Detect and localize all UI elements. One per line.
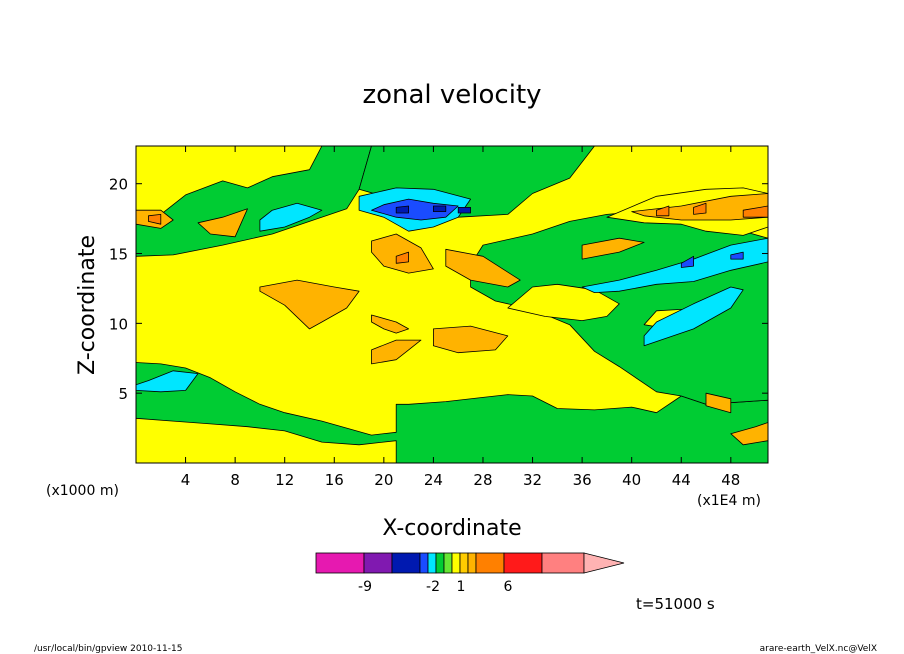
colorbar-extension	[583, 552, 625, 574]
x-axis-label: X-coordinate	[382, 516, 521, 541]
y-ticks: 5 10 15 20	[109, 176, 768, 403]
plot-frame	[135, 145, 769, 464]
colorbar-cell	[451, 552, 461, 574]
y-tick-label: 5	[118, 385, 128, 403]
contour-region-orange	[259, 279, 360, 330]
colorbar-cell	[443, 552, 453, 574]
x-tick-label: 8	[230, 471, 240, 489]
contour-fills	[136, 146, 768, 463]
x-tick-label: 40	[622, 471, 641, 489]
contour-region-dark_orange	[656, 205, 670, 217]
contour-region-cyan	[136, 370, 199, 393]
contour-region-dark_blue	[457, 206, 472, 214]
colorbar-cell	[391, 552, 421, 574]
y-tick-label: 20	[109, 176, 128, 194]
x-tick-label: 36	[573, 471, 592, 489]
y-axis-label: Z-coordinate	[75, 235, 100, 375]
footer-right: arare-earth_VelX.nc@VelX	[760, 644, 877, 654]
contour-region-blue	[680, 255, 694, 268]
contour-region-orange	[581, 237, 645, 260]
contour-region-dark_blue	[395, 205, 410, 214]
colorbar-cell	[503, 552, 543, 574]
contour-region-blue	[730, 251, 744, 260]
y-tick-label: 15	[109, 246, 128, 264]
contour-region-orange	[445, 248, 521, 288]
footer-left: /usr/local/bin/gpview 2010-11-15	[34, 644, 182, 654]
contour-region-dark_orange	[395, 251, 410, 264]
contour-region-yellow	[136, 146, 323, 215]
contour-region-orange	[371, 339, 422, 365]
x-scale-note: (x1E4 m)	[697, 493, 761, 509]
contour-region-dark_orange	[742, 205, 768, 218]
x-ticks: 4 8 12 16 20 24 28 32 36 40 44 48	[181, 146, 740, 489]
time-label: t=51000 s	[636, 595, 715, 613]
contour-region-blue	[371, 198, 459, 221]
colorbar-cell	[475, 552, 505, 574]
contour-region-cyan	[259, 202, 323, 232]
colorbar-tick-label: -2	[426, 579, 440, 595]
colorbar-tick-label: -9	[358, 579, 372, 595]
contour-region-dark_orange	[693, 202, 707, 215]
x-tick-label: 4	[181, 471, 191, 489]
contour-region-dark_orange	[147, 213, 162, 225]
x-tick-label: 28	[473, 471, 492, 489]
contour-region-orange	[197, 208, 248, 238]
colorbar-cell	[315, 552, 365, 574]
y-scale-note: (x1000 m)	[46, 483, 119, 499]
contour-region-cyan	[643, 286, 744, 347]
colorbar-cell	[467, 552, 477, 574]
contour-region-orange	[432, 325, 509, 354]
colorbar-tick-label: 1	[457, 579, 466, 595]
contour-region-yellow	[136, 417, 397, 463]
colorbar-tick-label: 6	[504, 579, 513, 595]
contour-region-dark_blue	[432, 205, 447, 213]
y-tick-label: 10	[109, 315, 128, 333]
x-tick-label: 24	[424, 471, 443, 489]
contour-region-cyan	[581, 237, 768, 294]
colorbar-cell	[435, 552, 445, 574]
colorbar-cell	[363, 552, 393, 574]
x-tick-label: 16	[325, 471, 344, 489]
contour-region-orange	[730, 422, 768, 446]
colorbar-cell	[427, 552, 437, 574]
colorbar	[315, 552, 625, 574]
x-tick-label: 48	[721, 471, 740, 489]
x-tick-label: 44	[672, 471, 691, 489]
x-tick-label: 12	[275, 471, 294, 489]
x-tick-label: 32	[523, 471, 542, 489]
contour-region-yellow	[507, 283, 620, 322]
contour-region-orange	[705, 392, 732, 414]
colorbar-tick-labels: -9 -2 1 6	[358, 579, 513, 595]
chart-title: zonal velocity	[362, 80, 541, 110]
colorbar-cell	[419, 552, 429, 574]
colorbar-cell	[459, 552, 469, 574]
contour-region-orange	[371, 314, 410, 334]
contour-region-orange	[371, 233, 434, 274]
x-tick-label: 20	[374, 471, 393, 489]
colorbar-cell	[541, 552, 585, 574]
